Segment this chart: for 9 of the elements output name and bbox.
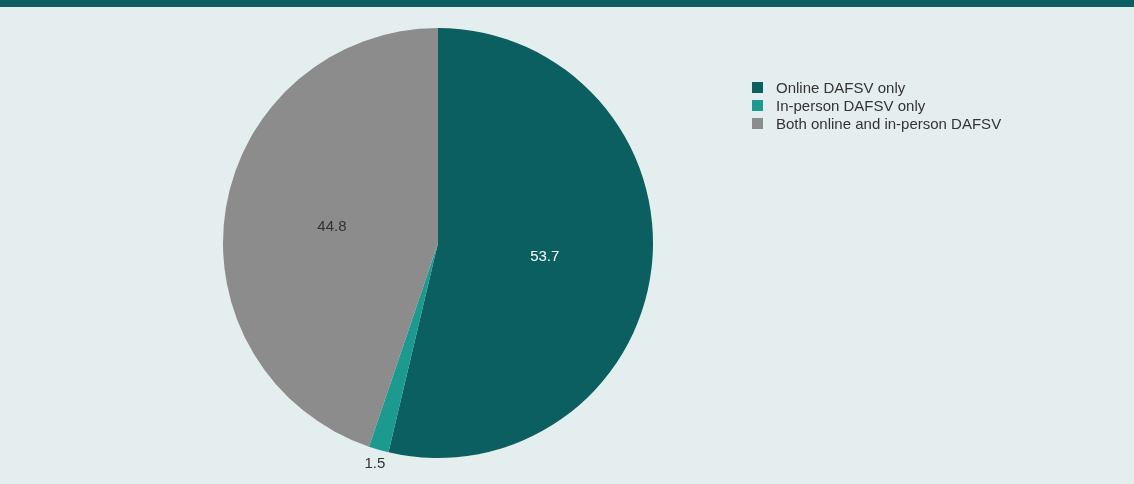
legend-label: Both online and in-person DAFSV [776, 115, 1002, 133]
pie-slice [223, 28, 438, 447]
data-label: 53.7 [530, 246, 560, 264]
pie-slice [369, 243, 438, 453]
data-label: 1.5 [364, 454, 386, 472]
pie-slice [388, 28, 653, 458]
data-label: 44.8 [317, 216, 347, 234]
legend-label: In-person DAFSV only [776, 97, 926, 115]
legend-label: Online DAFSV only [776, 79, 906, 97]
